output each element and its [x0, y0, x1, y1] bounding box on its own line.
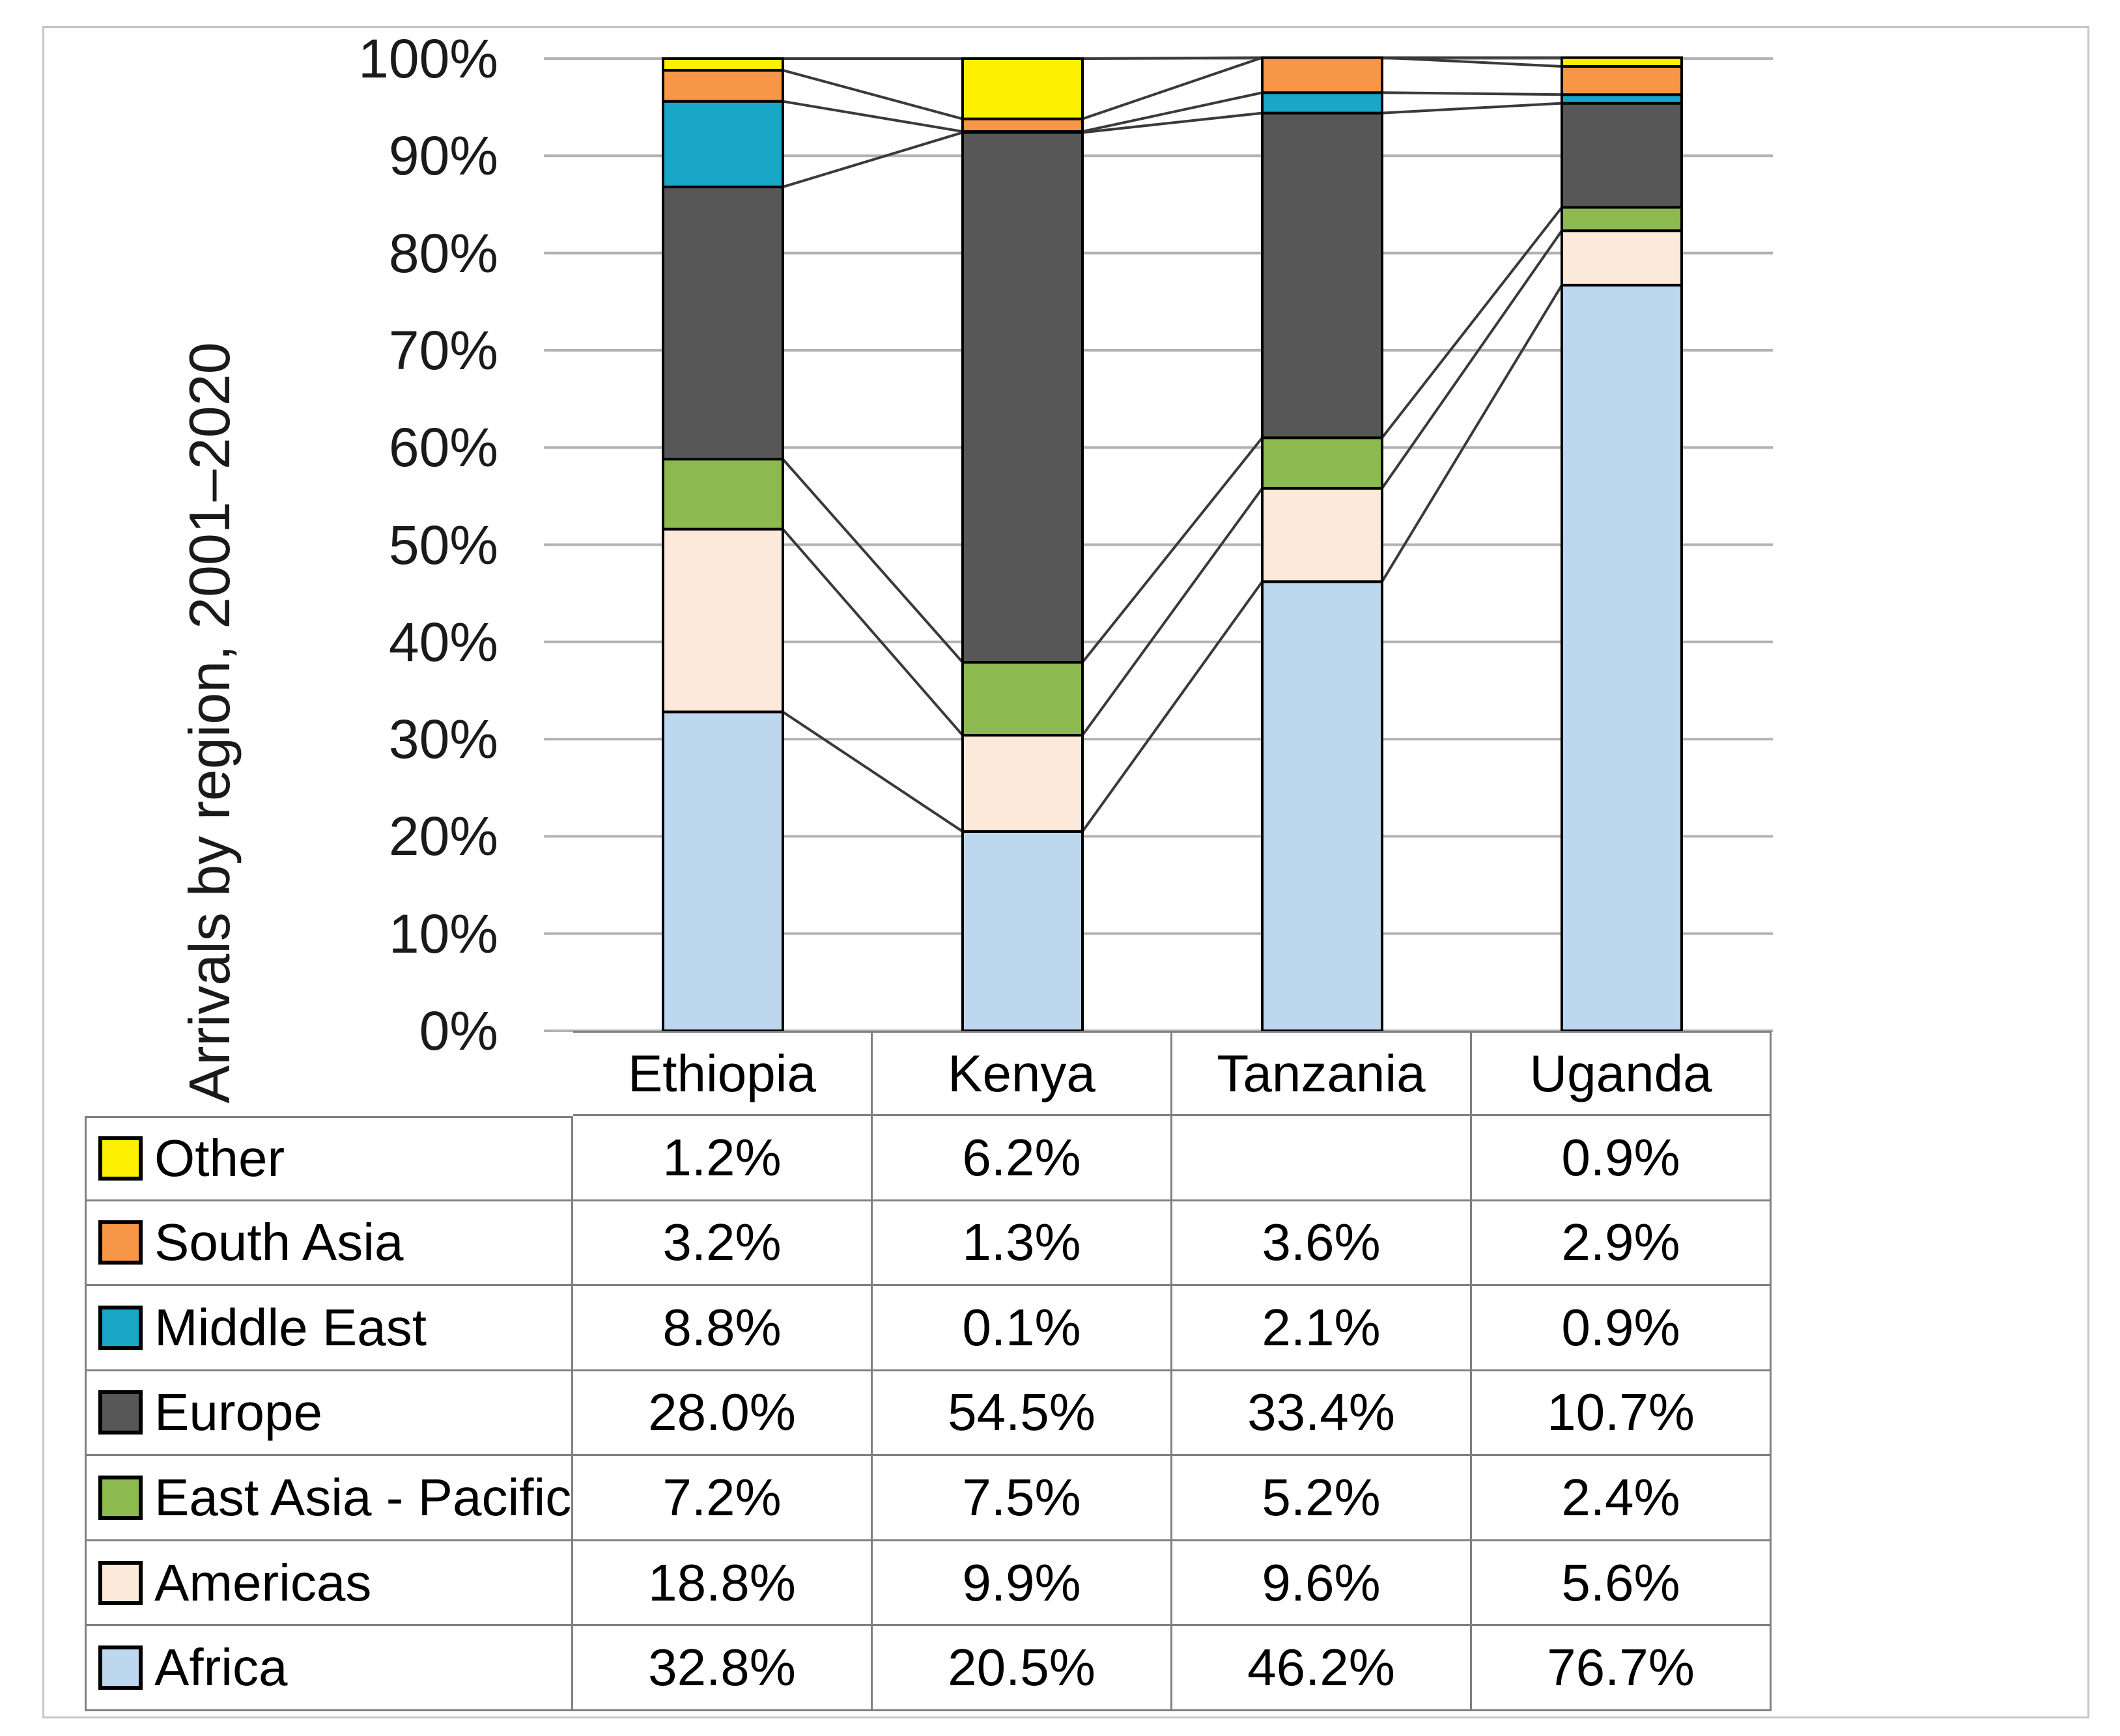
legend-swatch: [98, 1136, 143, 1181]
data-table: Ethiopia Kenya Tanzania Uganda Other 1.2% 6.2%…: [85, 1031, 1772, 1711]
legend-label: Other: [154, 1129, 285, 1188]
legend-label: Africa: [154, 1638, 288, 1697]
table-value-cell: 18.8%: [573, 1541, 873, 1627]
table-header-cell: Ethiopia: [573, 1031, 873, 1116]
table-value-cell: 8.8%: [573, 1286, 873, 1371]
table-value-cell: 46.2%: [1172, 1626, 1472, 1711]
table-value-cell: 54.5%: [873, 1371, 1172, 1457]
legend-label: East Asia - Pacific: [154, 1468, 572, 1527]
table-value-cell: 76.7%: [1472, 1626, 1772, 1711]
y-tick-label: 80%: [388, 222, 498, 284]
legend-cell: Europe: [85, 1371, 573, 1457]
legend-cell: Middle East: [85, 1286, 573, 1371]
table-value-cell: 9.6%: [1172, 1541, 1472, 1627]
legend-swatch: [98, 1560, 143, 1605]
table-header-cell: Kenya: [873, 1031, 1172, 1116]
table-value-cell: 5.2%: [1172, 1456, 1472, 1541]
legend-label: Middle East: [154, 1298, 427, 1356]
table-value-cell: 10.7%: [1472, 1371, 1772, 1457]
table-value-cell: [1172, 1116, 1472, 1201]
table-value-cell: 0.9%: [1472, 1286, 1772, 1371]
legend-label: Europe: [154, 1383, 322, 1442]
y-tick-label: 60%: [388, 417, 498, 479]
y-tick-label: 20%: [388, 805, 498, 867]
table-value-cell: 5.6%: [1472, 1541, 1772, 1627]
legend-cell: South Asia: [85, 1201, 573, 1287]
table-value-cell: 2.1%: [1172, 1286, 1472, 1371]
table-value-cell: 0.1%: [873, 1286, 1172, 1371]
legend-cell: Americas: [85, 1541, 573, 1627]
table-header-cell: Uganda: [1472, 1031, 1772, 1116]
table-value-cell: 3.2%: [573, 1201, 873, 1287]
table-value-cell: 1.2%: [573, 1116, 873, 1201]
table-value-cell: 2.9%: [1472, 1201, 1772, 1287]
legend-swatch: [98, 1476, 143, 1520]
legend-label: South Asia: [154, 1213, 404, 1272]
table-value-cell: 1.3%: [873, 1201, 1172, 1287]
legend-label: Americas: [154, 1553, 372, 1612]
y-tick-label: 70%: [388, 319, 498, 381]
legend-cell: East Asia - Pacific: [85, 1456, 573, 1541]
table-value-cell: 2.4%: [1472, 1456, 1772, 1541]
table-value-cell: 32.8%: [573, 1626, 873, 1711]
legend-swatch: [98, 1305, 143, 1350]
table-value-cell: 3.6%: [1172, 1201, 1472, 1287]
y-tick-label: 0%: [419, 1000, 498, 1061]
y-tick-label: 30%: [388, 708, 498, 770]
legend-cell: Africa: [85, 1626, 573, 1711]
y-tick-label: 10%: [388, 903, 498, 964]
legend-cell: Other: [85, 1116, 573, 1201]
table-corner-spacer: [85, 1031, 573, 1116]
table-value-cell: 33.4%: [1172, 1371, 1472, 1457]
table-value-cell: 6.2%: [873, 1116, 1172, 1201]
table-value-cell: 0.9%: [1472, 1116, 1772, 1201]
table-value-cell: 20.5%: [873, 1626, 1172, 1711]
table-value-cell: 28.0%: [573, 1371, 873, 1457]
y-tick-label: 100%: [358, 28, 498, 89]
table-value-cell: 9.9%: [873, 1541, 1172, 1627]
y-tick-label: 50%: [388, 514, 498, 576]
table-value-cell: 7.5%: [873, 1456, 1172, 1541]
table-value-cell: 7.2%: [573, 1456, 873, 1541]
legend-swatch: [98, 1390, 143, 1435]
table-header-cell: Tanzania: [1172, 1031, 1472, 1116]
y-tick-label: 40%: [388, 611, 498, 673]
legend-swatch: [98, 1220, 143, 1265]
y-tick-label: 90%: [388, 125, 498, 187]
legend-swatch: [98, 1645, 143, 1690]
